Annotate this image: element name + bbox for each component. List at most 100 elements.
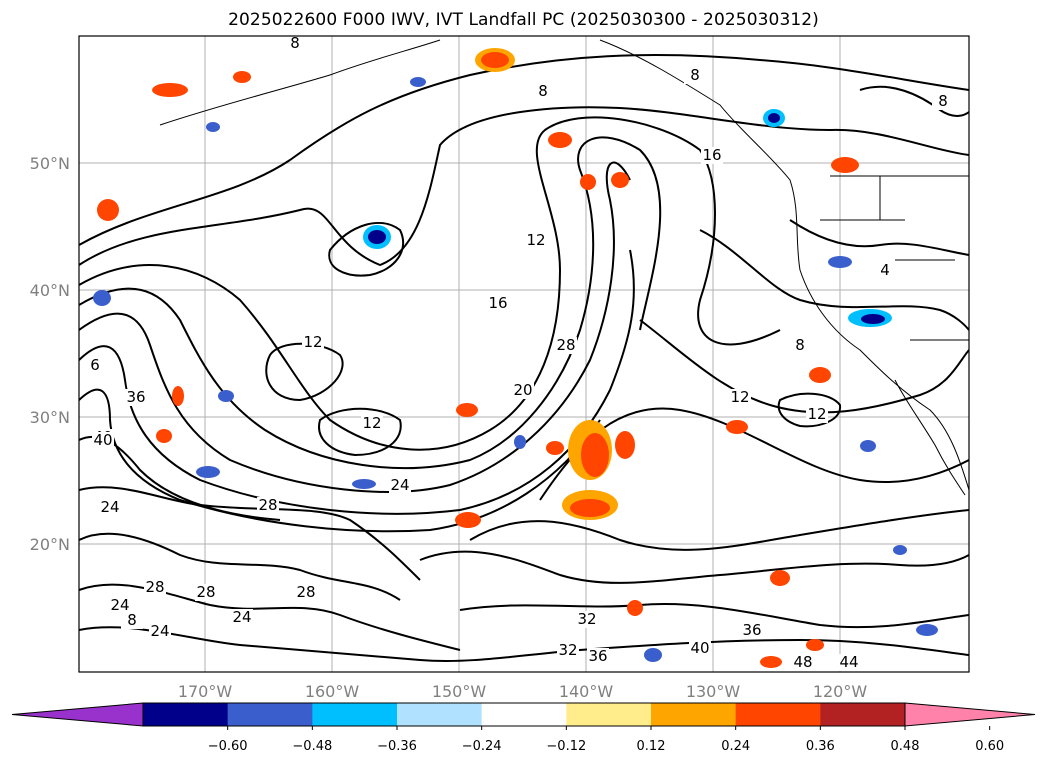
contour-label: 8 (938, 92, 948, 110)
contour-label-bg (144, 579, 166, 596)
contour-label-bg (555, 337, 577, 354)
contour-label: 36 (742, 621, 761, 639)
colorbar-frame (142, 702, 906, 727)
negative-anomaly-blob (352, 479, 376, 489)
positive-anomaly-blob (455, 512, 481, 528)
contour-label: 16 (488, 294, 507, 312)
colorbar-tick-label: −0.36 (377, 739, 417, 754)
contour-line (79, 249, 635, 515)
negative-anomaly-blob (196, 466, 220, 478)
lon-tick-label: 140°W (559, 682, 614, 701)
colorbar-tick-label: 0.48 (891, 739, 920, 754)
contour-label: 24 (150, 622, 169, 640)
negative-anomaly-blob (860, 440, 876, 452)
baja-coastline (894, 379, 966, 496)
colorbar-tick-label: 0.60 (975, 739, 1004, 754)
positive-anomaly-blob (627, 600, 643, 616)
colorbar-tick-label: −0.24 (462, 739, 502, 754)
positive-anomaly-blob (475, 48, 515, 72)
colorbar-tick-label: −0.60 (208, 739, 248, 754)
contour-line (419, 550, 969, 584)
contour-label-bg (874, 262, 896, 279)
contour-label-bg (257, 497, 279, 514)
negative-anomaly-blob (828, 256, 852, 268)
positive-anomaly-blob (233, 71, 251, 83)
colorbar-extend-max (904, 702, 1036, 727)
contour-line (79, 532, 401, 601)
colorbar-bin (397, 703, 483, 726)
contour-label-bg (195, 584, 217, 601)
contour-line (318, 407, 402, 457)
contour-label-bg (389, 477, 411, 494)
colorbar-bin (566, 703, 652, 726)
negative-anomaly-blob (410, 77, 426, 87)
contour-line (789, 219, 969, 256)
lon-tick-label: 130°W (686, 682, 741, 701)
contour-label: 4 (880, 261, 890, 279)
lon-tick-label: 160°W (305, 682, 360, 701)
contour-label: 44 (839, 653, 858, 671)
positive-anomaly-blob (152, 83, 188, 97)
contour-label-bg (741, 622, 763, 639)
colorbar-tick-label: 0.36 (806, 739, 835, 754)
contour-label-bg (121, 612, 143, 629)
contour-label: 8 (127, 611, 137, 629)
contour-label-bg (295, 584, 317, 601)
contour-label-bg (361, 415, 383, 432)
contour-label: 12 (362, 414, 381, 432)
map-plot-area: 8816121612282012122428364024282428824282… (79, 34, 969, 672)
contour-label: 24 (100, 498, 119, 516)
contour-label-bg (84, 357, 106, 374)
contour-label-bg (109, 597, 131, 614)
contour-label-bg (149, 623, 171, 640)
lat-tick-label: 50°N (30, 154, 70, 173)
contour-label-bg (729, 389, 751, 406)
negative-anomaly-blob (893, 545, 907, 555)
contour-label-bg (125, 389, 147, 406)
lon-tick-label: 150°W (432, 682, 487, 701)
contour-label-bg (701, 147, 723, 164)
positive-anomaly-blob (97, 199, 119, 221)
contour-label-bg (99, 499, 121, 516)
contour-label-bg (792, 654, 814, 671)
contour-label-bg (838, 654, 860, 671)
contour-label: 24 (390, 476, 409, 494)
contour-label-bg (587, 648, 609, 665)
contour-label-bg (789, 337, 811, 354)
north-america-coastline (599, 39, 969, 491)
contour-label: 28 (258, 496, 277, 514)
contour-label-bg (932, 93, 954, 110)
lat-tick-label: 30°N (30, 408, 70, 427)
contour-label-bg (689, 640, 711, 657)
iwv-contours (79, 54, 969, 662)
contour-line (265, 342, 344, 402)
lon-tick-label: 120°W (813, 682, 868, 701)
contour-label: 12 (807, 405, 826, 423)
negative-anomaly-blob (644, 648, 662, 662)
contour-label: 24 (110, 596, 129, 614)
contour-line (469, 509, 969, 551)
contour-line (328, 221, 405, 277)
positive-anomaly-blob (456, 403, 478, 417)
negative-anomaly-blob (763, 109, 785, 127)
contour-label: 32 (577, 610, 596, 628)
contour-label: 8 (690, 66, 700, 84)
contour-label-bg (302, 334, 324, 351)
contour-label-bg (284, 36, 306, 52)
contour-label: 8 (538, 82, 548, 100)
contour-label: 8 (290, 34, 300, 52)
colorbar-bin (312, 703, 398, 726)
contour-label-bg (532, 83, 554, 100)
positive-anomaly-blob (611, 172, 629, 188)
contour-line (699, 229, 969, 331)
positive-anomaly-blob (568, 420, 612, 480)
contour-label: 6 (90, 356, 100, 374)
positive-anomaly-blob (831, 157, 859, 173)
colorbar-tick-label: −0.12 (546, 739, 586, 754)
contour-label: 36 (588, 647, 607, 665)
negative-anomaly-blob (848, 309, 892, 327)
colorbar-bin (143, 703, 229, 726)
contour-label: 8 (795, 336, 805, 354)
contour-label-bg (92, 432, 114, 449)
